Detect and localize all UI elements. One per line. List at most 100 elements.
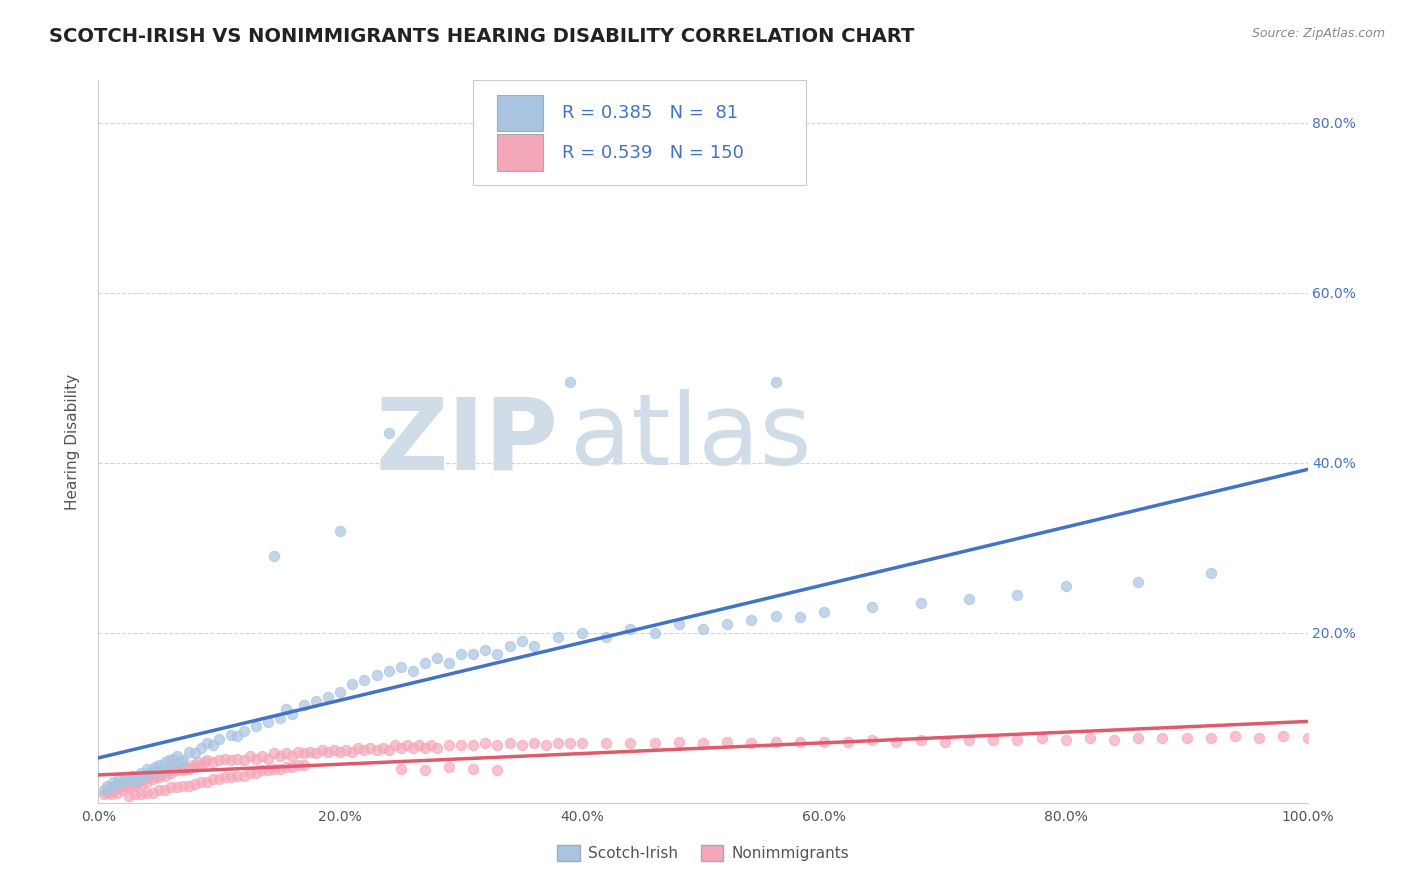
- Point: [644, 736, 666, 750]
- Point: [371, 740, 394, 755]
- Point: [169, 755, 191, 769]
- Point: [160, 757, 183, 772]
- Point: [692, 622, 714, 636]
- Point: [172, 764, 194, 778]
- Point: [166, 764, 188, 778]
- Point: [150, 766, 173, 780]
- Point: [232, 723, 254, 738]
- Point: [1054, 732, 1077, 747]
- Point: [105, 786, 128, 800]
- Point: [910, 596, 932, 610]
- Point: [118, 780, 141, 795]
- Text: SCOTCH-IRISH VS NONIMMIGRANTS HEARING DISABILITY CORRELATION CHART: SCOTCH-IRISH VS NONIMMIGRANTS HEARING DI…: [49, 27, 914, 45]
- Point: [160, 780, 183, 795]
- Point: [740, 736, 762, 750]
- Point: [534, 738, 557, 752]
- Point: [450, 738, 472, 752]
- Point: [353, 743, 375, 757]
- Point: [316, 690, 339, 704]
- Point: [121, 769, 143, 783]
- Point: [108, 772, 131, 786]
- Point: [486, 647, 509, 661]
- Point: [474, 736, 496, 750]
- Point: [148, 783, 170, 797]
- Point: [547, 630, 569, 644]
- Point: [1175, 731, 1198, 746]
- Point: [547, 736, 569, 750]
- Point: [957, 591, 980, 606]
- Point: [366, 668, 388, 682]
- Point: [250, 749, 273, 764]
- Text: Source: ZipAtlas.com: Source: ZipAtlas.com: [1251, 27, 1385, 40]
- Point: [226, 769, 249, 783]
- Point: [256, 751, 278, 765]
- Point: [232, 753, 254, 767]
- Point: [129, 787, 152, 801]
- Point: [256, 764, 278, 778]
- Point: [305, 694, 328, 708]
- Point: [463, 738, 485, 752]
- Point: [263, 549, 285, 564]
- Point: [523, 639, 546, 653]
- Point: [96, 779, 118, 793]
- Point: [329, 524, 352, 538]
- Point: [281, 749, 304, 764]
- Point: [169, 762, 191, 776]
- Point: [595, 736, 617, 750]
- Point: [510, 738, 533, 752]
- Point: [426, 740, 449, 755]
- Point: [1199, 566, 1222, 581]
- Point: [789, 610, 811, 624]
- Point: [377, 664, 399, 678]
- Point: [221, 753, 243, 767]
- Point: [145, 769, 167, 783]
- Point: [342, 677, 364, 691]
- Point: [837, 734, 859, 748]
- Point: [1296, 731, 1319, 746]
- Point: [981, 732, 1004, 747]
- Point: [263, 747, 285, 761]
- Point: [157, 764, 180, 778]
- Point: [181, 757, 204, 772]
- Point: [179, 779, 201, 793]
- Point: [342, 745, 364, 759]
- Point: [437, 738, 460, 752]
- Point: [299, 745, 322, 759]
- Point: [934, 734, 956, 748]
- Point: [287, 745, 309, 759]
- Point: [208, 753, 231, 767]
- Point: [274, 747, 297, 761]
- Point: [437, 760, 460, 774]
- Point: [1031, 731, 1053, 746]
- Point: [395, 738, 418, 752]
- Point: [281, 760, 304, 774]
- Point: [184, 777, 207, 791]
- Point: [377, 425, 399, 440]
- Point: [202, 772, 225, 786]
- Point: [377, 743, 399, 757]
- Point: [153, 769, 176, 783]
- Point: [389, 740, 412, 755]
- Point: [124, 787, 146, 801]
- Point: [486, 738, 509, 752]
- Point: [1199, 731, 1222, 746]
- Point: [166, 749, 188, 764]
- Point: [142, 772, 165, 786]
- Point: [384, 738, 406, 752]
- Point: [190, 740, 212, 755]
- Point: [463, 762, 485, 776]
- Point: [174, 760, 197, 774]
- Point: [121, 777, 143, 791]
- Point: [1128, 574, 1150, 589]
- Point: [269, 711, 291, 725]
- Point: [162, 751, 184, 765]
- Point: [426, 651, 449, 665]
- Point: [558, 736, 581, 750]
- Point: [226, 730, 249, 744]
- Point: [316, 745, 339, 759]
- Point: [93, 787, 115, 801]
- Point: [860, 732, 883, 747]
- Point: [408, 738, 430, 752]
- Point: [329, 685, 352, 699]
- Point: [498, 639, 520, 653]
